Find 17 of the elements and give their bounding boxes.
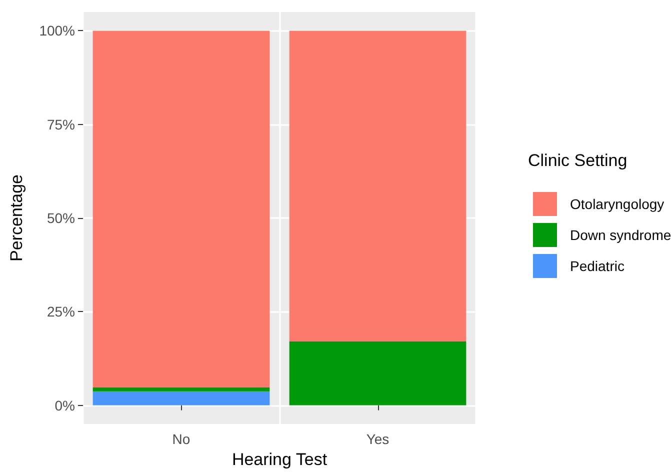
bar	[92, 391, 270, 406]
bar	[92, 387, 270, 392]
y-tick-label: 100%	[39, 22, 75, 39]
x-tick-label: No	[172, 431, 190, 447]
y-tick-label: 0%	[54, 397, 75, 414]
y-tick-label: 25%	[46, 304, 75, 320]
y-tick-label: 50%	[46, 210, 75, 226]
legend-label: Down syndrome	[570, 227, 671, 243]
y-tick-label: 75%	[46, 116, 75, 132]
x-axis-title: Hearing Test	[232, 450, 328, 469]
bar	[289, 30, 466, 342]
x-tick-label: Yes	[366, 431, 390, 447]
bar	[289, 341, 466, 406]
legend-label: Otolaryngology	[570, 196, 664, 212]
legend-label: Pediatric	[570, 258, 624, 274]
y-axis-title: Percentage	[7, 174, 26, 262]
legend-title: Clinic Setting	[528, 151, 628, 170]
